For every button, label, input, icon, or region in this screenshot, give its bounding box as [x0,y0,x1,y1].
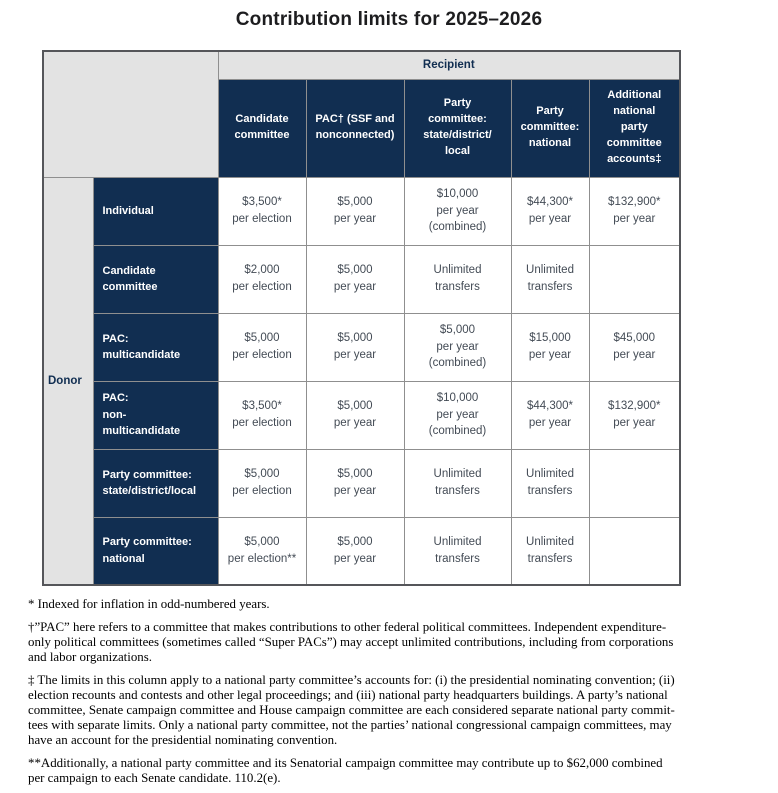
limit-cell: $10,000 per year (combined) [403,176,512,246]
footnote-additional-accounts: ‡ The limits in this column apply to a n… [28,673,675,747]
column-header-pac: PAC† (SSF and nonconnected) [305,78,405,178]
limit-cell: Unlimited transfers [403,516,512,586]
donor-header: Donor [42,176,94,586]
table-row-pac-multicandidate: PAC: multicandidate $5,000 per election … [43,312,681,382]
limit-cell: $5,000 per year [305,448,405,518]
footnote-inflation-indexed: * Indexed for inflation in odd-numbered … [28,597,270,611]
limit-cell: Unlimited transfers [510,244,590,314]
table-row-party-national: Party committee: national $5,000 per ele… [43,516,681,586]
table-row-party-state-district-local: Party committee: state/district/local $5… [43,448,681,518]
limit-cell: Unlimited transfers [510,516,590,586]
limit-cell: $5,000 per year [305,244,405,314]
limit-cell [588,516,681,586]
limit-cell: $10,000 per year (combined) [403,380,512,450]
footnotes-section: * Indexed for inflation in odd-numbered … [28,597,762,786]
table-row-pac-non-multicandidate: PAC: non- multicandidate $3,500* per ele… [43,380,681,450]
limit-cell: Unlimited transfers [510,448,590,518]
limit-cell: $45,000 per year [588,312,681,382]
limit-cell: $5,000 per year [305,176,405,246]
limit-cell: $5,000 per year [305,312,405,382]
limit-cell: $5,000 per election [217,312,307,382]
limit-cell: $132,900* per year [588,380,681,450]
corner-spacer-cell [42,50,219,178]
footnote-senate-combined-limit: **Additionally, a national party committ… [28,756,663,785]
limit-cell: $132,900* per year [588,176,681,246]
row-label: Individual [92,176,219,246]
limit-cell [588,244,681,314]
limit-cell: $5,000 per year (combined) [403,312,512,382]
limit-cell: $5,000 per year [305,516,405,586]
limit-cell: $44,300* per year [510,176,590,246]
limit-cell: $5,000 per year [305,380,405,450]
column-header-party-state-district-local: Party committee: state/district/ local [403,78,512,178]
row-label: Party committee: state/district/local [92,448,219,518]
recipient-header: Recipient [217,50,681,80]
column-header-party-national: Party committee: national [510,78,590,178]
table-row-individual: Donor Individual $3,500* per election $5… [42,176,681,586]
column-header-candidate-committee: Candidate committee [217,78,307,178]
limit-cell: Unlimited transfers [403,448,512,518]
limit-cell: $15,000 per year [510,312,590,382]
table-row-candidate-committee: Candidate committee $2,000 per election … [43,244,681,314]
footnote-pac-definition: †”PAC” here refers to a committee that m… [28,620,674,664]
column-header-additional-accounts: Additional national party committee acco… [588,78,681,178]
limit-cell: $2,000 per election [217,244,307,314]
limit-cell: Unlimited transfers [403,244,512,314]
page-title: Contribution limits for 2025–2026 [235,9,543,30]
limit-cell: $44,300* per year [510,380,590,450]
limit-cell: $3,500* per election [217,380,307,450]
limit-cell: $5,000 per election [217,448,307,518]
limit-cell [588,448,681,518]
row-label: Candidate committee [92,244,219,314]
limit-cell: $5,000 per election** [217,516,307,586]
row-label: PAC: non- multicandidate [92,380,219,450]
limit-cell: $3,500* per election [217,176,307,246]
row-label: Party committee: national [92,516,219,586]
row-label: PAC: multicandidate [92,312,219,382]
contribution-limits-table: Recipient Candidate committee PAC† (SSF … [42,50,682,586]
